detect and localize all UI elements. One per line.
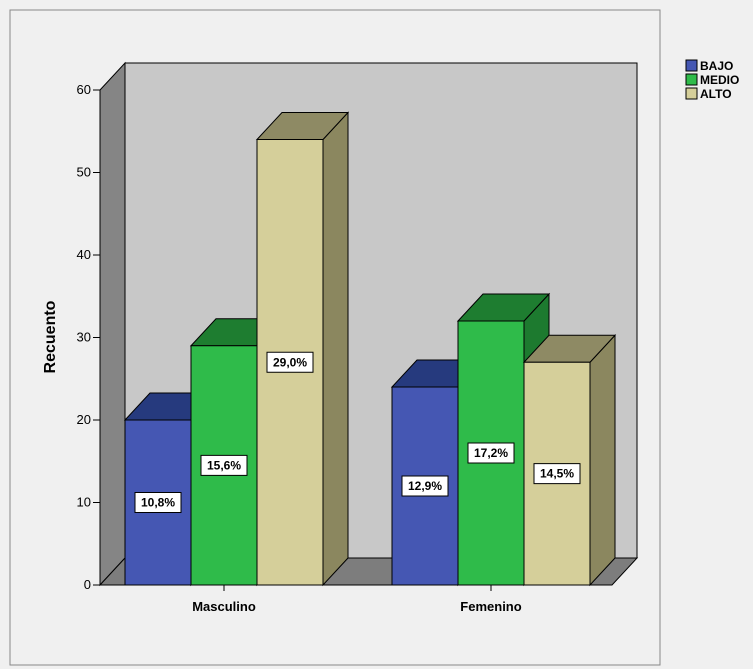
data-label-text: 15,6% [207, 458, 241, 472]
bar [257, 113, 348, 586]
data-label: 17,2% [468, 443, 514, 463]
legend-label: BAJO [700, 59, 733, 73]
bar-side [323, 113, 348, 586]
y-tick-label: 10 [77, 495, 91, 510]
legend-swatch [686, 60, 697, 71]
bar-side [590, 335, 615, 585]
legend-label: MEDIO [700, 73, 739, 87]
legend-item: MEDIO [686, 73, 739, 87]
legend-item: BAJO [686, 59, 733, 73]
side-wall [100, 63, 125, 585]
legend-item: ALTO [686, 87, 732, 101]
data-label-text: 12,9% [408, 479, 442, 493]
data-label-text: 14,5% [540, 467, 574, 481]
data-label-text: 29,0% [273, 355, 307, 369]
data-label: 29,0% [267, 352, 313, 372]
legend-label: ALTO [700, 87, 732, 101]
y-tick-label: 40 [77, 247, 91, 262]
x-tick-label: Masculino [192, 599, 256, 614]
y-axis-title: Recuento [42, 300, 59, 373]
y-tick-label: 30 [77, 330, 91, 345]
data-label: 10,8% [135, 493, 181, 513]
x-tick-label: Femenino [460, 599, 521, 614]
y-tick-label: 20 [77, 412, 91, 427]
data-label: 14,5% [534, 464, 580, 484]
y-tick-label: 60 [77, 82, 91, 97]
data-label: 12,9% [402, 476, 448, 496]
legend-swatch [686, 88, 697, 99]
bar [524, 335, 615, 585]
data-label: 15,6% [201, 455, 247, 475]
data-label-text: 10,8% [141, 496, 175, 510]
data-label-text: 17,2% [474, 446, 508, 460]
legend-swatch [686, 74, 697, 85]
y-tick-label: 0 [84, 577, 91, 592]
y-tick-label: 50 [77, 165, 91, 180]
